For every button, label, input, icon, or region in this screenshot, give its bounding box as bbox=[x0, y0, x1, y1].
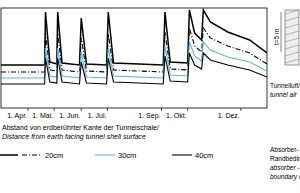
annotation: boundary co bbox=[270, 173, 300, 181]
x-tick-label: 1. Sep. bbox=[138, 112, 160, 120]
legend-line bbox=[0, 154, 18, 156]
x-tick bbox=[28, 108, 29, 111]
annotation: Randbeding bbox=[270, 155, 300, 163]
series-line bbox=[1, 53, 267, 84]
x-tick-label: 1. Jul. bbox=[88, 112, 107, 119]
hatch bbox=[285, 59, 299, 63]
shell-sketch bbox=[285, 10, 299, 65]
x-tick bbox=[81, 108, 82, 111]
chart: 1. Apr. 1. Mai. 1. Jun. 1. Jul. 1. Sep. 1. Ok… bbox=[0, 0, 300, 193]
legend-label: 30cm bbox=[118, 151, 136, 160]
hatch bbox=[285, 24, 299, 28]
x-tick bbox=[187, 108, 188, 111]
legend-label: 40cm bbox=[195, 151, 213, 160]
x-tick bbox=[54, 108, 55, 111]
x-tick bbox=[107, 108, 108, 111]
legend-label: 20cm bbox=[45, 151, 63, 160]
legend-title: Abstand von erdberührter Kante der Tunne… bbox=[2, 124, 159, 131]
annotation: Tunnelluft/ bbox=[270, 82, 300, 89]
series-group bbox=[1, 10, 267, 84]
legend-line bbox=[95, 154, 115, 155]
x-tick-label: 1. Apr. bbox=[7, 112, 27, 120]
x-tick bbox=[240, 108, 241, 111]
annotation: absorber - c bbox=[270, 164, 300, 171]
x-tick-label: 1. Okt. bbox=[166, 112, 187, 119]
hatch bbox=[285, 31, 299, 35]
x-tick-label: 1. Dez. bbox=[218, 112, 240, 119]
annotation: tunnel air bbox=[270, 91, 298, 98]
plot-frame bbox=[1, 8, 267, 108]
x-tick-label: 1. Mai. bbox=[32, 112, 53, 119]
hatch bbox=[285, 17, 299, 21]
annotation: Absorber- k bbox=[270, 146, 300, 153]
legend-line bbox=[22, 154, 42, 155]
x-tick-label: 1. Jun. bbox=[59, 112, 80, 119]
series-line bbox=[1, 42, 267, 78]
hatch bbox=[285, 45, 299, 49]
legend-title: Distance from earth facing tunnel shell … bbox=[2, 133, 146, 141]
annotation: t=5 m bbox=[273, 29, 280, 45]
series-line bbox=[1, 28, 267, 72]
hatch bbox=[285, 52, 299, 56]
x-tick bbox=[161, 108, 162, 111]
hatch bbox=[285, 10, 299, 14]
dimension-line bbox=[281, 12, 282, 52]
legend-line bbox=[172, 154, 192, 155]
hatch bbox=[285, 38, 299, 42]
